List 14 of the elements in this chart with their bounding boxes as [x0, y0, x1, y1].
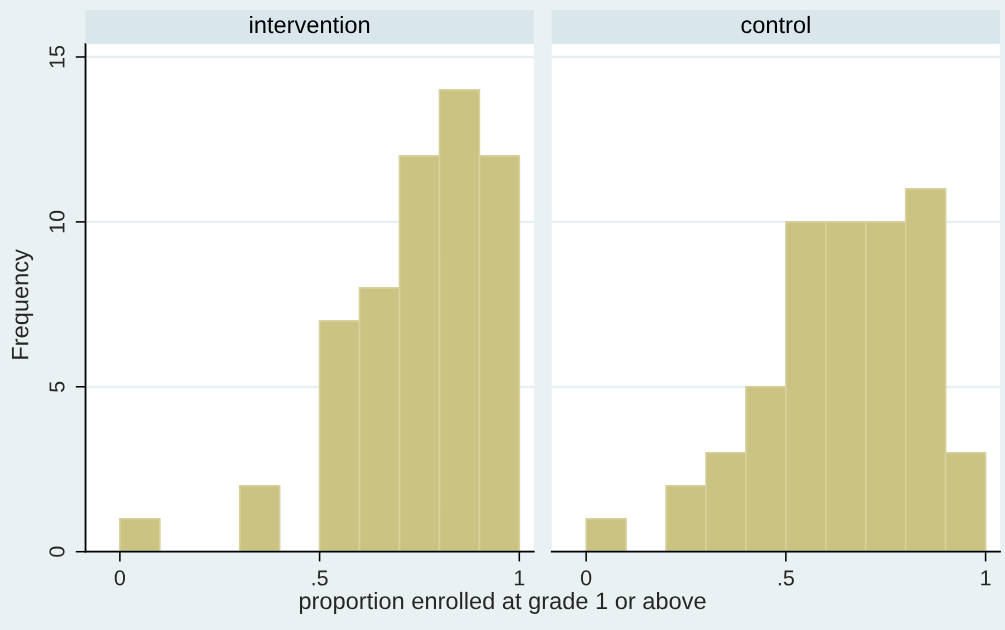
- x-axis-title: proportion enrolled at grade 1 or above: [299, 591, 706, 614]
- chart-title: control: [741, 15, 810, 34]
- x-tick-label: 1: [981, 570, 991, 586]
- y-tick-label: 5: [49, 381, 65, 392]
- y-tick-label: 10: [49, 210, 65, 233]
- y-tick-label: 0: [49, 546, 65, 557]
- chart-title: intervention: [250, 15, 370, 34]
- x-tick-label: .5: [312, 570, 328, 586]
- x-tick-label: 0: [581, 570, 592, 586]
- x-tick-label: 1: [514, 570, 525, 586]
- y-axis-title: Frequency: [11, 249, 34, 359]
- x-tick-label: 0: [114, 570, 126, 586]
- y-tick-label: 15: [49, 45, 65, 68]
- x-tick-label: .5: [778, 570, 794, 586]
